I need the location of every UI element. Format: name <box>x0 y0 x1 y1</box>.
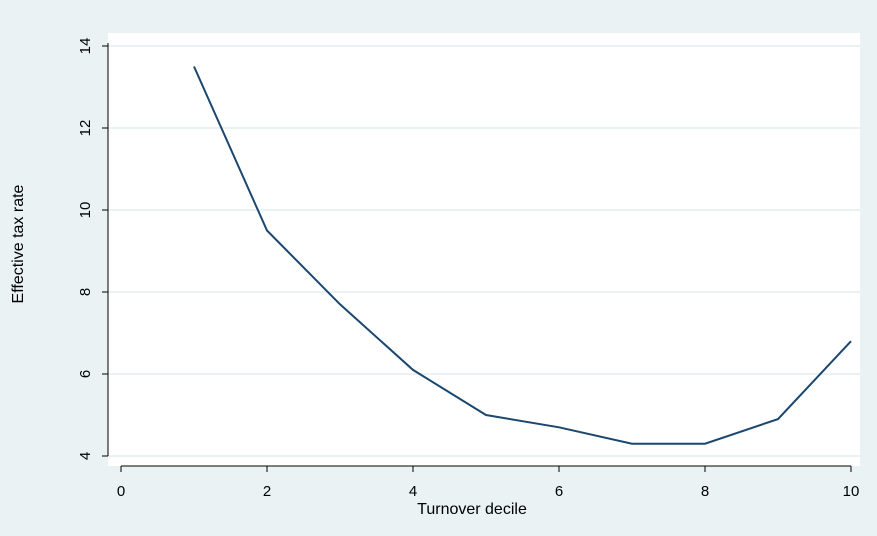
plot-area <box>108 33 860 466</box>
x-tick-label: 4 <box>409 483 417 500</box>
y-tick-label: 4 <box>77 452 94 460</box>
x-axis-label: Turnover decile <box>417 501 527 518</box>
y-tick-label: 8 <box>77 288 94 296</box>
x-tick-label: 6 <box>555 483 563 500</box>
x-tick-label: 0 <box>117 483 125 500</box>
y-tick-label: 12 <box>77 120 94 137</box>
x-tick-label: 8 <box>701 483 709 500</box>
y-tick-label: 14 <box>77 38 94 55</box>
y-axis-label: Effective tax rate <box>10 184 27 303</box>
x-tick-label: 10 <box>843 483 860 500</box>
y-tick-label: 10 <box>77 202 94 219</box>
x-tick-label: 2 <box>263 483 271 500</box>
y-tick-label: 6 <box>77 370 94 378</box>
